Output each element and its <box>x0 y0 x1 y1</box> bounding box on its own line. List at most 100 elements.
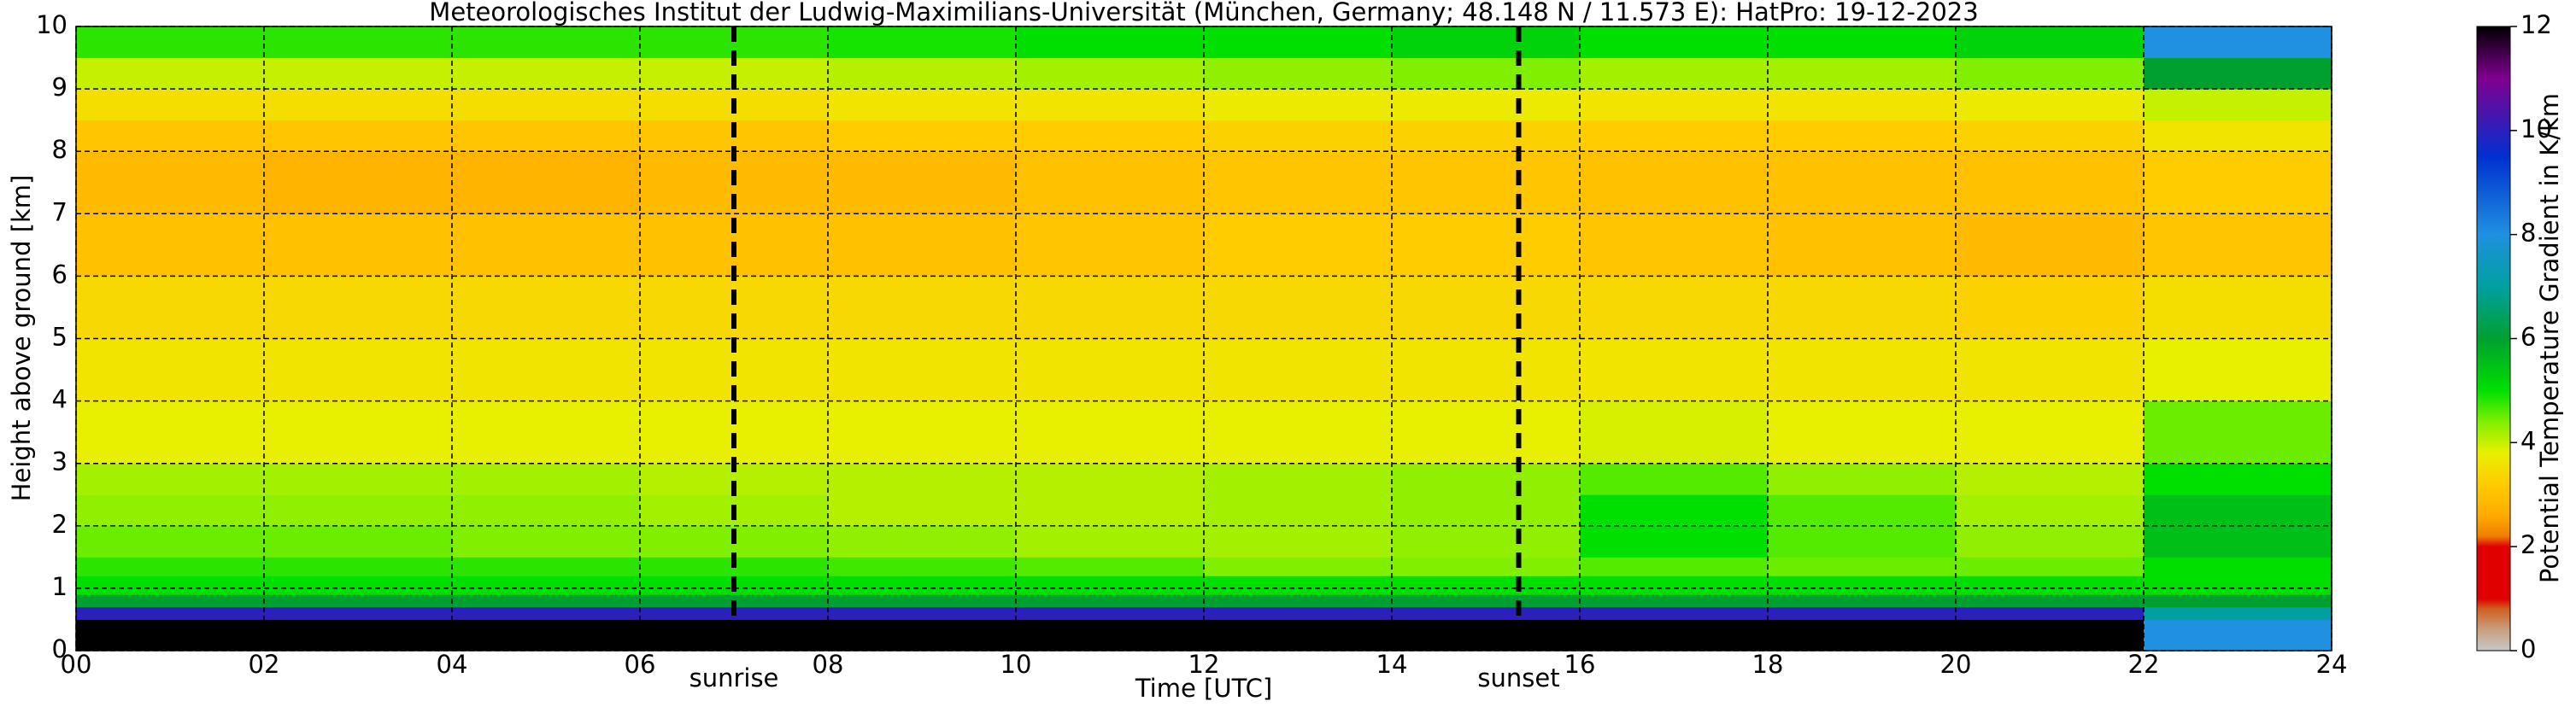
y-tick-label: 8 <box>52 135 67 164</box>
x-tick-label: 04 <box>437 650 468 679</box>
heatmap-cell <box>1956 606 2145 620</box>
heatmap-cell <box>828 557 1017 576</box>
colorbar-tick-label: 12 <box>2520 10 2552 39</box>
heatmap-cell <box>1956 26 2145 59</box>
heatmap-cell <box>1768 525 1957 558</box>
heatmap-cell <box>1956 151 2145 214</box>
heatmap-cell <box>2144 89 2332 121</box>
heatmap-cell <box>1204 606 1393 620</box>
colorbar-tick-label: 6 <box>2520 323 2536 352</box>
heatmap-cell <box>2144 120 2332 152</box>
heatmap-cell <box>1392 619 1581 651</box>
heatmap-cell <box>452 276 641 339</box>
heatmap-cell <box>1392 557 1581 576</box>
heatmap-cell <box>1768 400 1957 465</box>
heatmap-cell <box>452 26 641 59</box>
heatmap-cell <box>1580 120 1769 152</box>
heatmap-cell <box>1204 576 1393 595</box>
colorbar-label: Potential Temperature Gradient in K/km <box>2535 93 2564 583</box>
heatmap-cell <box>1016 276 1205 339</box>
heatmap-cell <box>1768 619 1957 651</box>
heatmap-cell <box>1392 576 1581 595</box>
heatmap-cell <box>828 400 1017 465</box>
heatmap-cell <box>828 619 1017 651</box>
heatmap-cell <box>1392 525 1581 558</box>
heatmap-cell <box>1580 525 1769 558</box>
heatmap-cell <box>76 525 265 558</box>
plot-frame <box>75 26 2332 651</box>
heatmap-cell <box>452 463 641 495</box>
x-tick-label: 14 <box>1376 650 1408 679</box>
heatmap-cell <box>1768 26 1957 59</box>
heatmap-cell <box>452 606 641 620</box>
heatmap-cell <box>264 89 453 121</box>
heatmap-cell <box>828 276 1017 339</box>
heatmap-cell <box>264 576 453 595</box>
heatmap-cell <box>264 400 453 465</box>
heatmap-cell <box>264 463 453 495</box>
heatmap-cell <box>1392 400 1581 465</box>
heatmap-cell <box>1956 557 2145 576</box>
heatmap-cell <box>1016 463 1205 495</box>
heatmap-cell <box>1204 525 1393 558</box>
heatmap-cell <box>1956 400 2145 465</box>
x-tick-label: 22 <box>2128 650 2160 679</box>
heatmap-cell <box>1016 557 1205 576</box>
x-tick-label: 08 <box>813 650 844 679</box>
x-tick-label: 12 <box>1188 650 1220 679</box>
heatmap-cell <box>1580 400 1769 465</box>
heatmap-cell <box>1768 213 1957 277</box>
heatmap-cell <box>2144 525 2332 558</box>
heatmap-cell <box>1768 494 1957 527</box>
heatmap-cell <box>1016 606 1205 620</box>
heatmap-cell <box>76 606 265 620</box>
heatmap-cell <box>1956 463 2145 495</box>
heatmap-cell <box>452 576 641 595</box>
heatmap-cell <box>1392 120 1581 152</box>
y-tick-label: 1 <box>52 572 67 601</box>
heatmap-cell <box>1768 606 1957 620</box>
x-tick-label: 02 <box>249 650 280 679</box>
annotation-label: sunrise <box>689 663 779 692</box>
heatmap-cell <box>76 338 265 402</box>
y-tick-label: 3 <box>52 447 67 476</box>
heatmap-cell <box>1016 26 1205 59</box>
heatmap-cell <box>1204 400 1393 465</box>
heatmap-cell <box>2144 594 2332 608</box>
heatmap-cell <box>2144 400 2332 465</box>
heatmap-cell <box>452 594 641 608</box>
heatmap-cell <box>452 338 641 402</box>
heatmap-cell <box>1392 151 1581 214</box>
heatmap-cell <box>1768 557 1957 576</box>
heatmap-cell <box>1956 525 2145 558</box>
heatmap-cell <box>264 26 453 59</box>
heatmap-cell <box>264 606 453 620</box>
heatmap-cell <box>1768 89 1957 121</box>
heatmap-cell <box>1204 57 1393 90</box>
heatmap-cell <box>264 276 453 339</box>
y-tick-label: 2 <box>52 510 67 539</box>
heatmap-cell <box>1392 213 1581 277</box>
x-tick-label: 06 <box>625 650 656 679</box>
y-tick-label: 6 <box>52 260 67 289</box>
heatmap-cell <box>76 576 265 595</box>
heatmap-cell <box>76 557 265 576</box>
heatmap-cell <box>828 151 1017 214</box>
heatmap-cell <box>1956 619 2145 651</box>
heatmap-cell <box>2144 57 2332 90</box>
heatmap-cell <box>1392 276 1581 339</box>
heatmap-cell <box>1204 151 1393 214</box>
heatmap-cell <box>828 26 1017 59</box>
heatmap-cell <box>1580 606 1769 620</box>
heatmap-cell <box>1204 463 1393 495</box>
heatmap-cell <box>76 120 265 152</box>
heatmap-cell <box>76 57 265 90</box>
heatmap-cell <box>2144 619 2332 651</box>
heatmap-cell <box>1204 338 1393 402</box>
heatmap-cell <box>1580 276 1769 339</box>
heatmap-cell <box>1016 89 1205 121</box>
colorbar-tick-label: 2 <box>2520 530 2536 559</box>
heatmap-cell <box>828 338 1017 402</box>
heatmap-cell <box>1016 338 1205 402</box>
heatmap-cell <box>452 89 641 121</box>
